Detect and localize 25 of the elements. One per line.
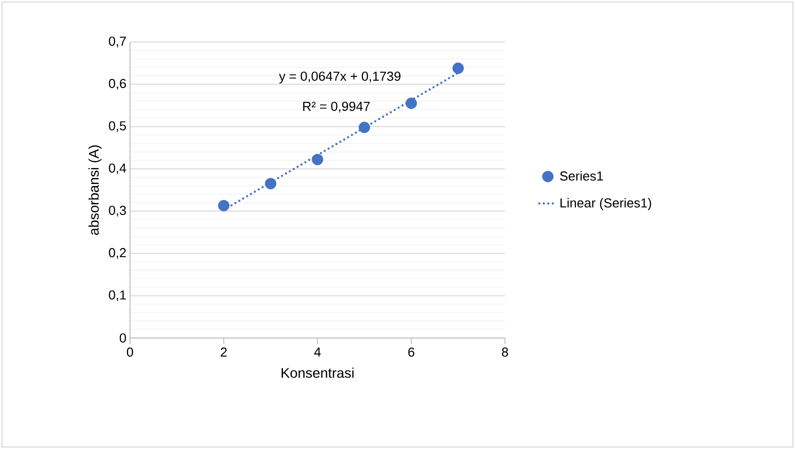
y-axis-title: absorbansi (A) xyxy=(88,145,102,235)
legend-label: Series1 xyxy=(560,171,603,181)
point xyxy=(358,122,370,134)
point xyxy=(452,62,464,74)
y-tick-label: 0,2 xyxy=(108,248,126,259)
x-tick-label: 0 xyxy=(126,348,134,357)
y-tick-label: 0,6 xyxy=(108,78,126,90)
y-tick-label: 0 xyxy=(120,333,126,343)
y-tick-label: 0,5 xyxy=(108,121,126,132)
y-tick-label: 0,3 xyxy=(108,206,126,217)
x-tick-label: 8 xyxy=(502,348,508,357)
y-tick-label: 0,1 xyxy=(108,290,126,302)
point xyxy=(406,98,417,110)
x-tick-label: 2 xyxy=(220,348,227,357)
legend-label: Linear (Series1) xyxy=(560,198,652,210)
point xyxy=(264,178,276,190)
x-axis-title: Konsentrasi xyxy=(282,368,354,378)
annotation: y = 0,0647x + 0,1739 xyxy=(278,72,400,84)
point xyxy=(218,200,230,212)
x-tick-label: 4 xyxy=(314,348,321,356)
y-tick-label: 0,4 xyxy=(108,163,126,174)
annotation: R² = 0,9947 xyxy=(303,102,370,112)
point xyxy=(312,154,324,166)
y-tick-label: 0,7 xyxy=(108,36,126,48)
x-tick-label: 6 xyxy=(408,348,414,357)
